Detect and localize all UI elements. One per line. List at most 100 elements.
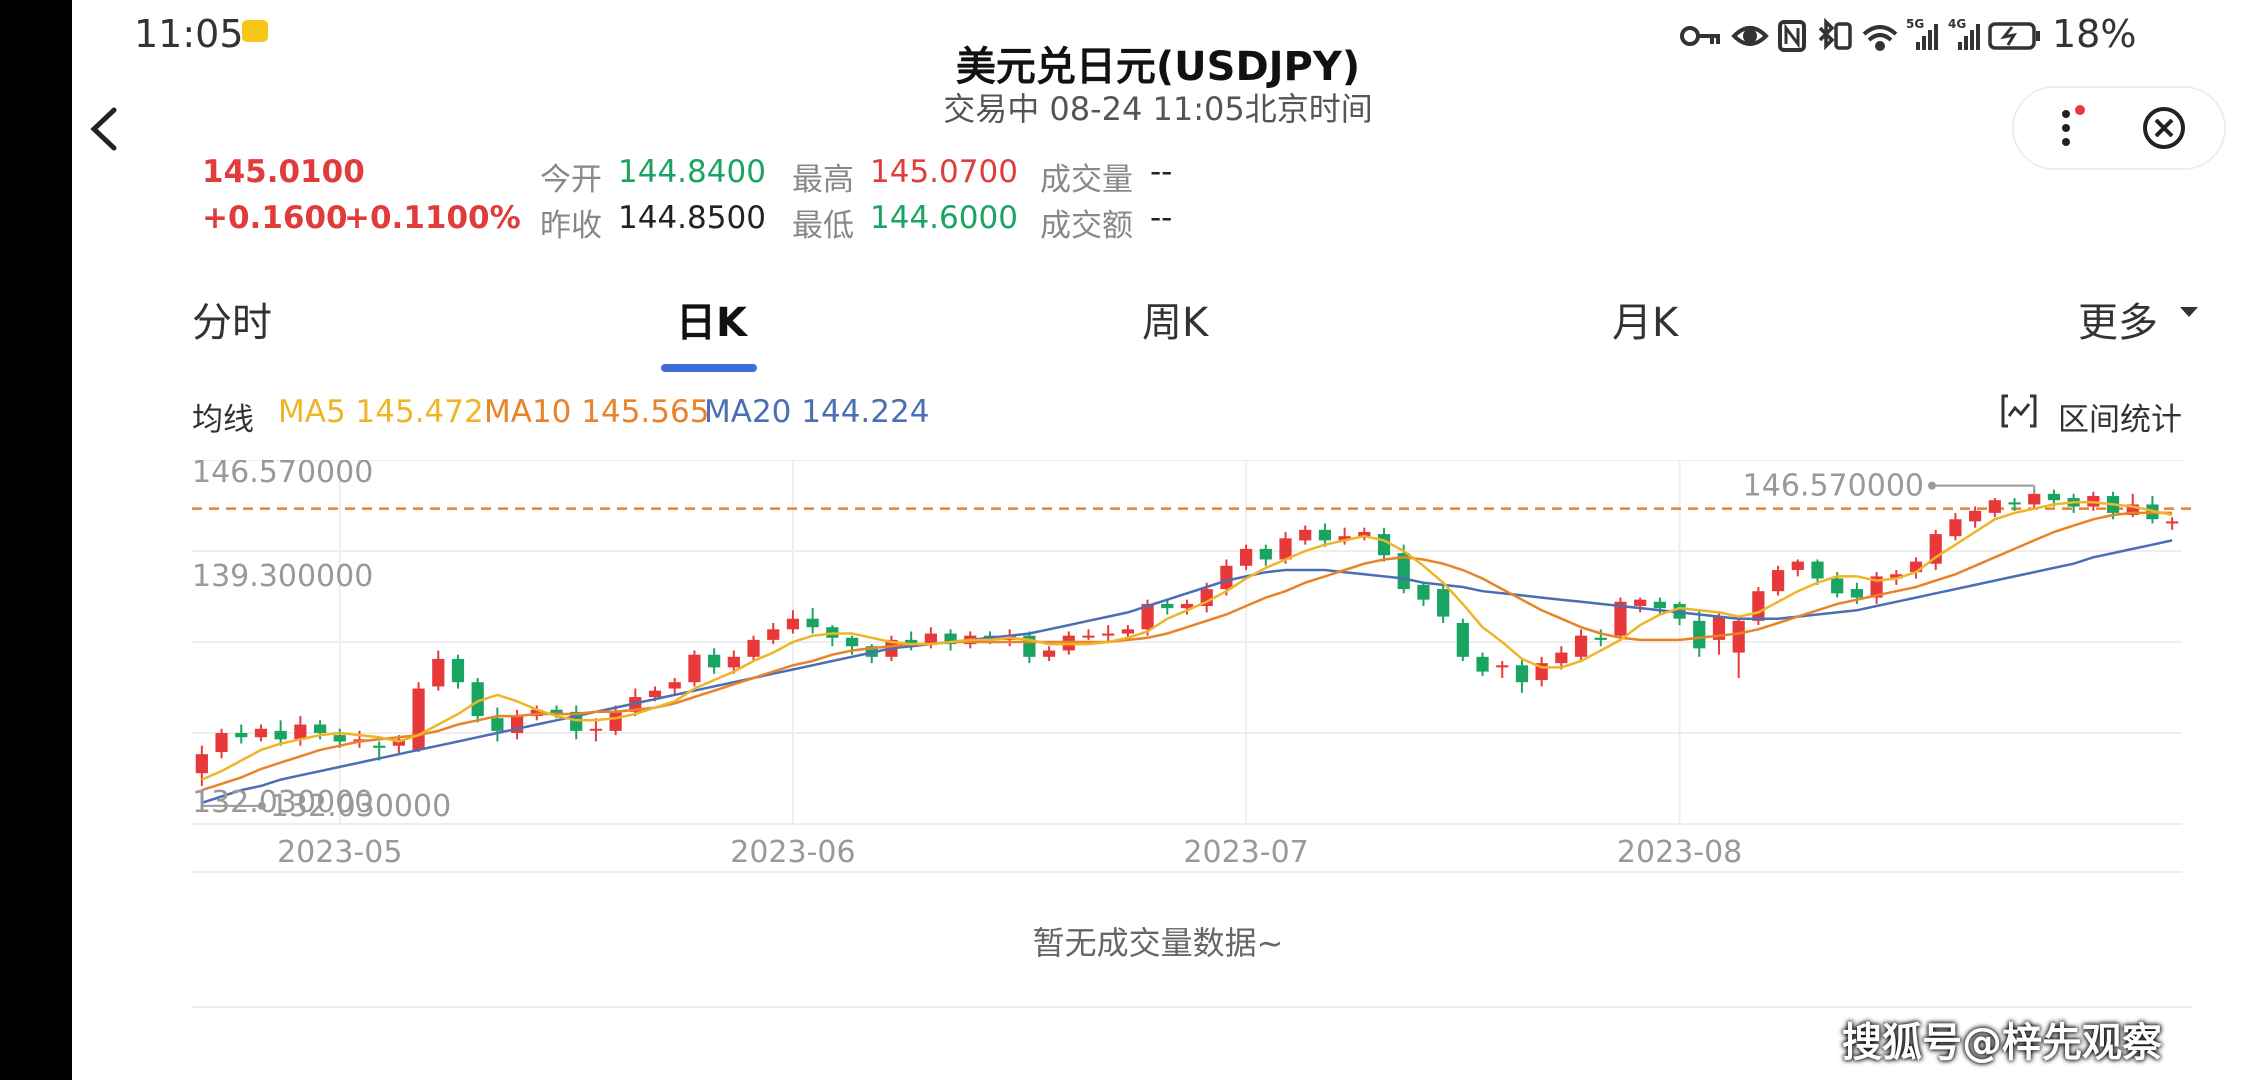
candle-body	[1850, 589, 1864, 598]
candle-body	[1614, 601, 1627, 636]
candle-body	[254, 728, 268, 738]
y-tick-label: 139.300000	[192, 559, 373, 594]
active-tab-indicator	[661, 364, 757, 372]
low-label: 最低	[792, 208, 854, 244]
candle-body	[1377, 534, 1391, 556]
x-tick-label: 2023-07	[1183, 835, 1308, 870]
battery-percent: 18%	[2052, 12, 2137, 56]
candle-body	[747, 639, 760, 657]
back-arrow-icon[interactable]	[84, 104, 124, 154]
candle-body	[1220, 565, 1233, 590]
tab-monthly-k[interactable]: 月K	[1612, 300, 1679, 346]
amount-value: --	[1150, 200, 1173, 236]
x-tick-label: 2023-05	[277, 835, 402, 870]
tab-weekly-k[interactable]: 周K	[1142, 300, 1209, 346]
candle-body	[1831, 578, 1844, 594]
ma10-line	[201, 511, 2173, 792]
candle-body	[1180, 603, 1194, 609]
trading-status: 交易中 08-24 11:05北京时间	[943, 90, 1373, 128]
app-screen: 11:05 5G 4G 18% 美元兑日元(USDJPY) 交易中 08-24 …	[72, 0, 2244, 1080]
candle-body	[1082, 635, 1095, 638]
candle-body	[1752, 591, 1765, 621]
prev-close-value: 144.8500	[618, 200, 766, 236]
candle-body	[491, 718, 504, 731]
tab-more[interactable]: 更多	[2078, 300, 2158, 346]
ma20-legend: MA20 144.224	[704, 394, 930, 430]
candle-body	[1102, 633, 1115, 636]
min-marker-dot	[257, 801, 266, 810]
candle-body	[2126, 504, 2139, 516]
candle-body	[1811, 561, 1824, 579]
tab-daily-k[interactable]: 日K	[676, 300, 747, 346]
candle-body	[1417, 584, 1430, 600]
candle-body	[1712, 616, 1726, 640]
candle-body	[1338, 536, 1351, 541]
candle-body	[1909, 561, 1923, 573]
status-time: 11:05	[134, 12, 244, 56]
candle-body	[2047, 493, 2061, 501]
tab-intraday[interactable]: 分时	[192, 300, 272, 346]
candle-body	[1358, 531, 1371, 537]
candle-body	[313, 724, 327, 733]
candle-body	[1279, 538, 1292, 560]
4g-signal-icon: 4G	[1948, 17, 1980, 50]
candle-body	[1476, 656, 1489, 672]
candle-body	[1653, 601, 1666, 609]
candle-body	[294, 724, 307, 740]
candle-body	[1259, 548, 1272, 560]
high-value: 145.0700	[870, 154, 1018, 190]
candle-body	[1693, 620, 1706, 649]
y-tick-label: 146.570000	[192, 460, 373, 490]
candle-body	[609, 711, 622, 731]
candle-body	[1515, 665, 1529, 683]
mail-notification-icon	[242, 20, 268, 42]
candle-body	[1299, 529, 1312, 541]
close-icon[interactable]	[2142, 106, 2186, 150]
candle-body	[1870, 576, 1883, 598]
x-tick-label: 2023-08	[1617, 835, 1742, 870]
wifi-icon	[1862, 25, 1898, 51]
ma10-legend: MA10 145.565	[484, 394, 710, 430]
candle-body	[274, 730, 287, 740]
eye-icon	[1731, 26, 1769, 46]
candle-body	[845, 637, 859, 647]
candle-body	[550, 709, 563, 714]
watermark: 搜狐号@梓先观察	[1842, 1020, 2162, 1066]
svg-text:5G: 5G	[1906, 17, 1924, 31]
chart-marks	[195, 489, 2179, 786]
candle-body	[1141, 603, 1154, 630]
bluetooth-icon	[1818, 17, 1852, 51]
candle-body	[235, 733, 248, 738]
candle-body	[688, 654, 701, 683]
candle-body	[1574, 635, 1588, 657]
candle-body	[648, 690, 662, 698]
volume-value: --	[1150, 154, 1173, 190]
candle-body	[1949, 519, 1962, 537]
prev-close-label: 昨收	[540, 208, 602, 244]
volume-empty-message: 暂无成交量数据~	[1032, 924, 1284, 962]
range-stat-icon[interactable]	[2000, 392, 2038, 430]
candle-body	[1969, 510, 1982, 522]
low-value: 144.6000	[870, 200, 1018, 236]
candle-body	[195, 754, 208, 774]
nfc-icon	[1778, 20, 1806, 52]
open-label: 今开	[540, 162, 602, 198]
candle-body	[806, 618, 819, 628]
amount-label: 成交额	[1040, 208, 1133, 244]
more-dots-icon[interactable]	[2052, 104, 2092, 152]
candle-body	[432, 658, 445, 687]
candle-body	[1318, 529, 1332, 541]
candle-body	[1771, 570, 1785, 592]
volume-label: 成交量	[1040, 162, 1133, 198]
candle-body	[2028, 493, 2041, 505]
chart-labels: 146.570000 139.300000 132.030000 146.570000…	[192, 460, 2036, 870]
candle-body	[1437, 589, 1450, 617]
price-change-pct: +0.1100%	[344, 200, 521, 236]
candle-body	[1732, 620, 1745, 653]
candle-body	[2008, 502, 2021, 505]
range-stat-button[interactable]: 区间统计	[2058, 402, 2182, 438]
candle-body	[1594, 637, 1607, 640]
ma-label: 均线	[192, 402, 254, 438]
candle-body	[1456, 622, 1469, 657]
min-label: 132.030000	[270, 789, 451, 824]
